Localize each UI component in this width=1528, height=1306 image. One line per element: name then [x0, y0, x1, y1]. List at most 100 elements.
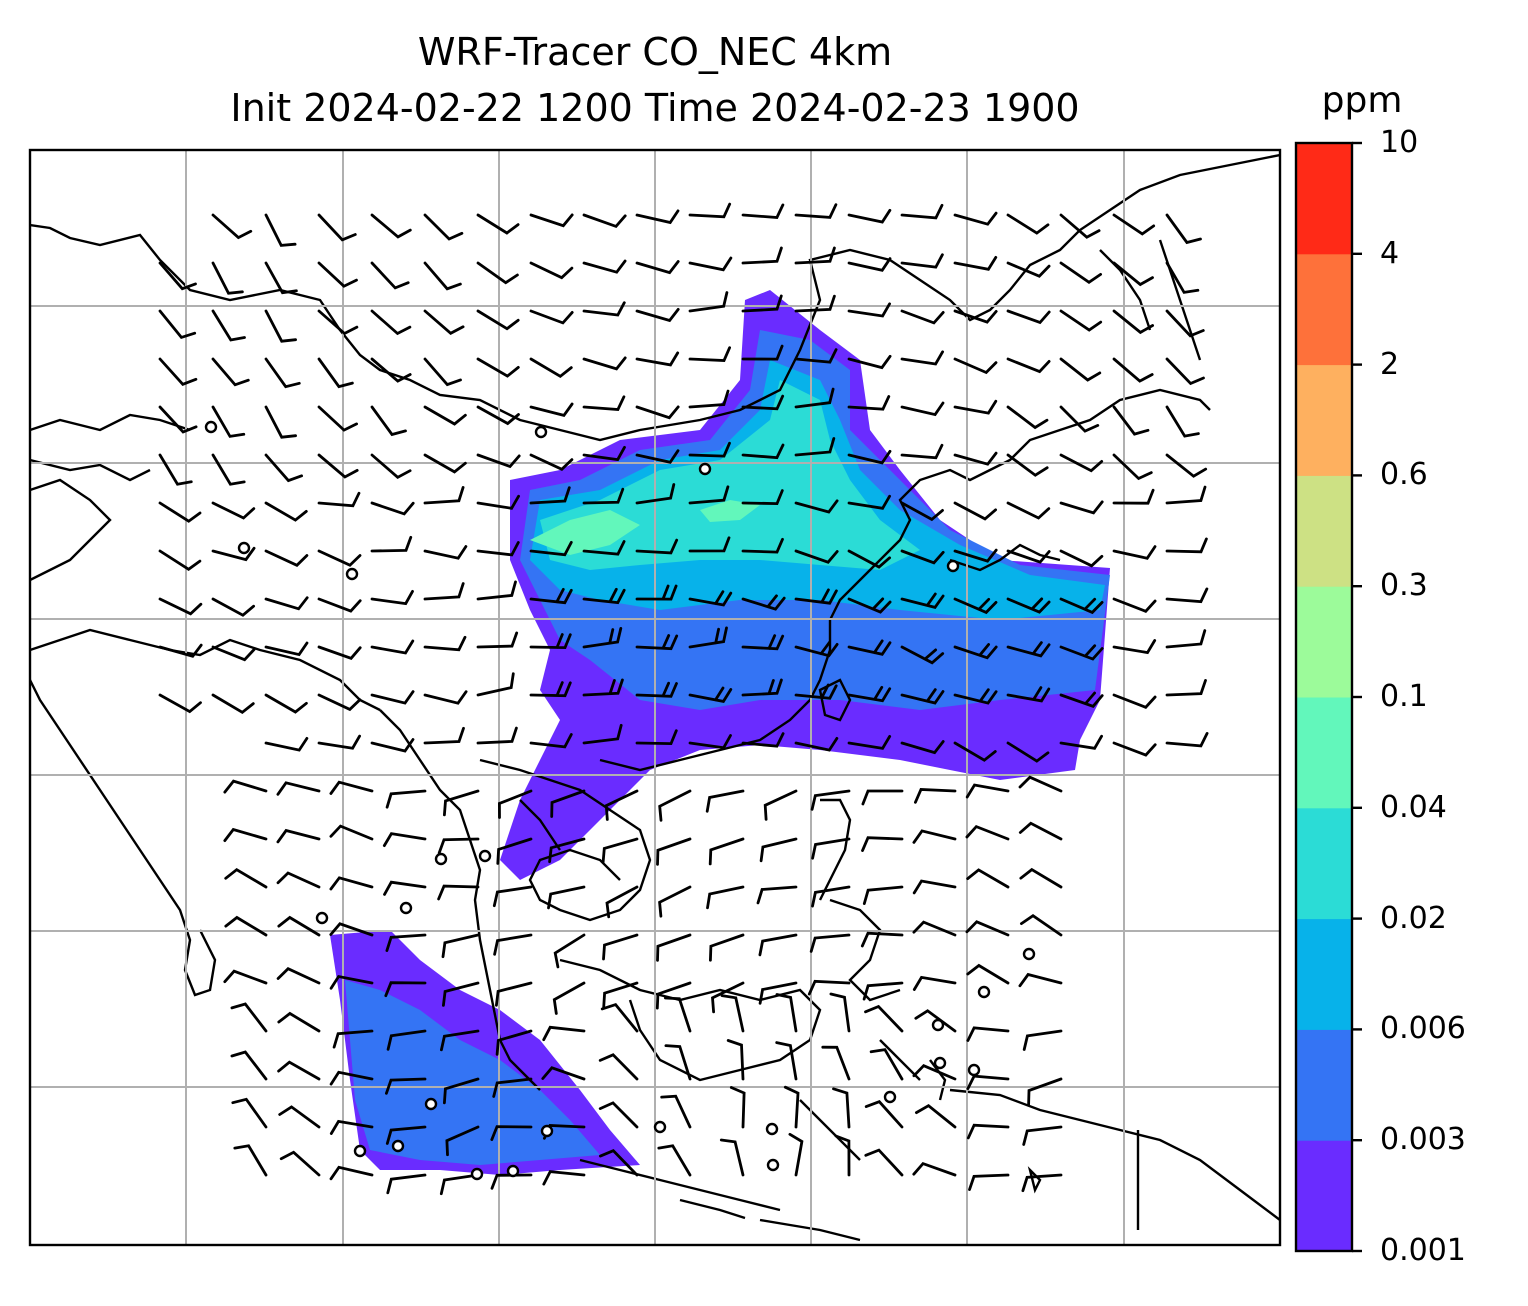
wind-barb	[158, 405, 198, 434]
wind-barb	[476, 261, 519, 285]
wind-barb	[317, 491, 361, 508]
wind-barb	[276, 828, 321, 844]
wind-barb	[1165, 213, 1202, 245]
colorbar-tick-label: 0.3	[1380, 568, 1428, 604]
wind-barb	[861, 836, 904, 852]
wind-barb	[441, 933, 480, 959]
wind-barb	[775, 993, 798, 1033]
wind-barb	[329, 780, 374, 795]
wind-barb	[495, 981, 533, 1007]
wind-barb	[834, 1134, 851, 1177]
wind-barb	[329, 824, 374, 841]
wind-barb	[688, 485, 730, 505]
wind-barb	[811, 837, 851, 860]
wind-barb	[1059, 500, 1104, 515]
calm-circle	[698, 462, 712, 476]
wind-barb	[383, 880, 427, 896]
wind-barb	[582, 445, 626, 462]
wind-barb	[807, 979, 851, 996]
wind-barb	[385, 1077, 427, 1095]
wind-barb	[1006, 549, 1051, 564]
wind-barb	[821, 1045, 851, 1081]
wind-barb	[758, 981, 798, 1005]
colorbar-segment	[1296, 918, 1352, 1030]
wind-barb	[635, 584, 678, 601]
wind-barb	[847, 549, 891, 569]
wind-barb	[423, 726, 465, 745]
wind-barb	[711, 981, 745, 1014]
wind-barb	[709, 933, 745, 962]
wind-barb	[914, 1009, 957, 1033]
wind-barb	[1021, 1173, 1063, 1193]
wind-barb	[953, 357, 998, 375]
wind-barb	[582, 301, 626, 317]
colorbar-segment	[1296, 697, 1352, 809]
wind-barb	[440, 1029, 480, 1052]
wind-barb	[741, 246, 783, 265]
wind-barb	[688, 256, 733, 272]
wind-barb	[158, 597, 203, 616]
wind-barb	[276, 871, 321, 889]
wind-barb	[443, 789, 480, 817]
wind-barb	[264, 693, 308, 714]
wind-barb	[1059, 357, 1102, 382]
wind-barb	[370, 501, 415, 516]
wind-barb	[370, 590, 414, 606]
wind-barb	[688, 389, 730, 409]
wind-barb	[264, 309, 297, 343]
wind-barb	[635, 260, 680, 275]
wind-barb	[279, 1150, 321, 1177]
wind-barb	[476, 672, 515, 697]
wind-barb	[547, 885, 586, 910]
wind-barb	[1006, 741, 1050, 763]
wind-barb	[758, 933, 798, 957]
wind-barb	[1006, 261, 1051, 278]
colorbar-segment	[1296, 143, 1352, 255]
wind-barb	[688, 536, 731, 553]
wind-barb	[708, 837, 745, 866]
wind-barb	[688, 202, 732, 219]
wind-barb	[847, 735, 892, 750]
wind-barb	[602, 933, 639, 961]
wind-barb	[688, 734, 732, 750]
wind-barb	[900, 401, 945, 417]
wind-barb	[741, 732, 785, 748]
wind-barb	[329, 1070, 374, 1086]
wind-barb	[1112, 545, 1157, 560]
wind-barb	[211, 546, 256, 562]
wind-barb	[664, 996, 692, 1033]
wind-barb	[763, 789, 798, 821]
wind-barb	[741, 537, 784, 554]
wind-barb	[847, 257, 892, 272]
wind-barb	[912, 1161, 957, 1177]
wind-barb	[635, 209, 680, 225]
wind-barb	[604, 789, 639, 821]
calm-wind-markers	[204, 420, 1036, 1181]
wind-barb	[860, 931, 904, 948]
wind-barb	[317, 213, 357, 242]
calm-circle	[883, 1090, 897, 1104]
wind-barb	[847, 639, 892, 656]
wind-barb	[264, 501, 308, 522]
wind-barb	[332, 1029, 374, 1049]
wind-barb	[1165, 261, 1200, 294]
wind-barb	[582, 213, 627, 229]
wind-barb	[832, 1087, 851, 1129]
wind-barb	[847, 494, 891, 510]
wind-barb	[1018, 775, 1063, 793]
wind-barb	[1112, 405, 1150, 436]
colorbar-segment	[1296, 586, 1352, 698]
wind-barb	[329, 974, 374, 990]
wind-barb	[635, 405, 680, 420]
wind-barb	[847, 302, 891, 318]
colorbar-segment	[1296, 253, 1352, 366]
map-title-line2: Init 2024-02-22 1200 Time 2024-02-23 190…	[230, 86, 1080, 130]
wind-barb	[423, 545, 468, 560]
wind-barb	[385, 933, 427, 952]
calm-circle	[766, 1158, 780, 1172]
wind-barb	[809, 933, 851, 953]
calm-circle	[765, 1122, 779, 1136]
wind-barb	[953, 255, 998, 271]
wind-barb	[655, 981, 692, 1010]
wind-barb	[529, 681, 572, 698]
